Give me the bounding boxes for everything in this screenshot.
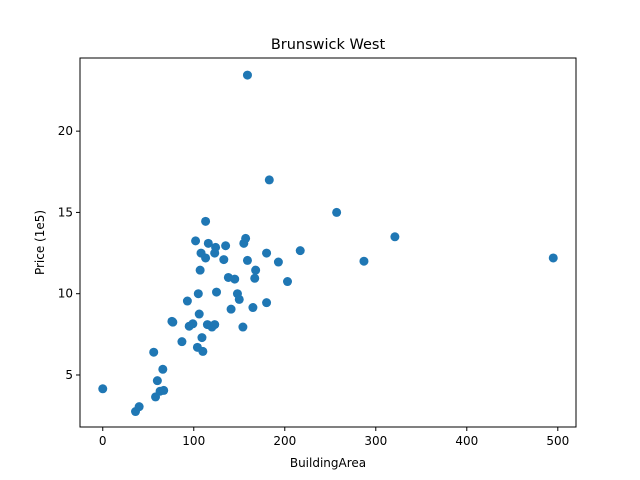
- x-tick-label: 300: [364, 434, 387, 448]
- data-point: [134, 402, 144, 412]
- data-point: [152, 376, 162, 386]
- data-point: [221, 241, 231, 251]
- data-point: [195, 265, 205, 275]
- data-point: [211, 242, 221, 252]
- data-point: [262, 248, 272, 258]
- y-axis-label: Price (1e5): [33, 210, 47, 275]
- plot-frame: [79, 57, 577, 428]
- data-point: [226, 304, 236, 314]
- data-point: [390, 232, 400, 242]
- data-point: [234, 294, 244, 304]
- data-point: [193, 289, 203, 299]
- x-tick-label: 0: [99, 434, 107, 448]
- data-point: [197, 333, 207, 343]
- data-point: [198, 346, 208, 356]
- data-point: [219, 255, 229, 265]
- data-point: [273, 257, 283, 267]
- data-point: [177, 337, 187, 347]
- data-point: [168, 317, 178, 327]
- data-point: [242, 255, 252, 265]
- data-point: [359, 256, 369, 266]
- y-tick-label: 5: [65, 368, 73, 382]
- data-point: [548, 253, 558, 263]
- data-point: [188, 319, 198, 329]
- x-tick-label: 400: [455, 434, 478, 448]
- data-point: [182, 296, 192, 306]
- x-axis-label: BuildingArea: [290, 456, 366, 470]
- x-tick-label: 100: [182, 434, 205, 448]
- data-point: [262, 298, 272, 308]
- data-point: [248, 303, 258, 313]
- x-tick-label: 200: [273, 434, 296, 448]
- data-point: [203, 238, 213, 248]
- data-point: [264, 175, 274, 185]
- chart-title: Brunswick West: [271, 37, 386, 53]
- data-point: [250, 273, 260, 283]
- data-point: [212, 287, 222, 297]
- data-point: [295, 246, 305, 256]
- data-points: [98, 70, 558, 417]
- data-point: [158, 364, 168, 374]
- data-point: [191, 236, 201, 246]
- data-point: [201, 216, 211, 226]
- y-tick-label: 15: [58, 205, 73, 219]
- data-point: [159, 385, 169, 395]
- x-tick-label: 500: [546, 434, 569, 448]
- data-point: [149, 347, 159, 357]
- data-point: [238, 322, 248, 332]
- y-tick-label: 20: [58, 124, 73, 138]
- data-point: [230, 274, 240, 284]
- data-point: [210, 320, 220, 330]
- data-point: [283, 277, 293, 287]
- data-point: [194, 309, 204, 319]
- y-tick-label: 10: [58, 287, 73, 301]
- data-point: [251, 265, 261, 275]
- tick-group: 0 100 200 300 400 500 5 10 15 20: [58, 124, 570, 448]
- data-point: [241, 233, 251, 243]
- data-point: [201, 253, 211, 263]
- data-point: [98, 384, 108, 394]
- data-point: [242, 70, 252, 80]
- data-point: [332, 207, 342, 217]
